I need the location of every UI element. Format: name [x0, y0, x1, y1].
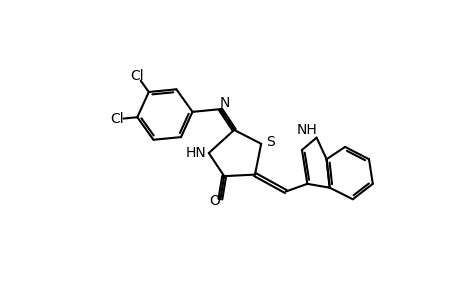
Text: Cl: Cl: [110, 112, 124, 126]
Text: Cl: Cl: [130, 69, 144, 83]
Text: N: N: [219, 96, 230, 110]
Text: NH: NH: [297, 123, 317, 137]
Text: S: S: [265, 135, 274, 149]
Text: HN: HN: [186, 146, 207, 160]
Text: O: O: [208, 194, 219, 208]
